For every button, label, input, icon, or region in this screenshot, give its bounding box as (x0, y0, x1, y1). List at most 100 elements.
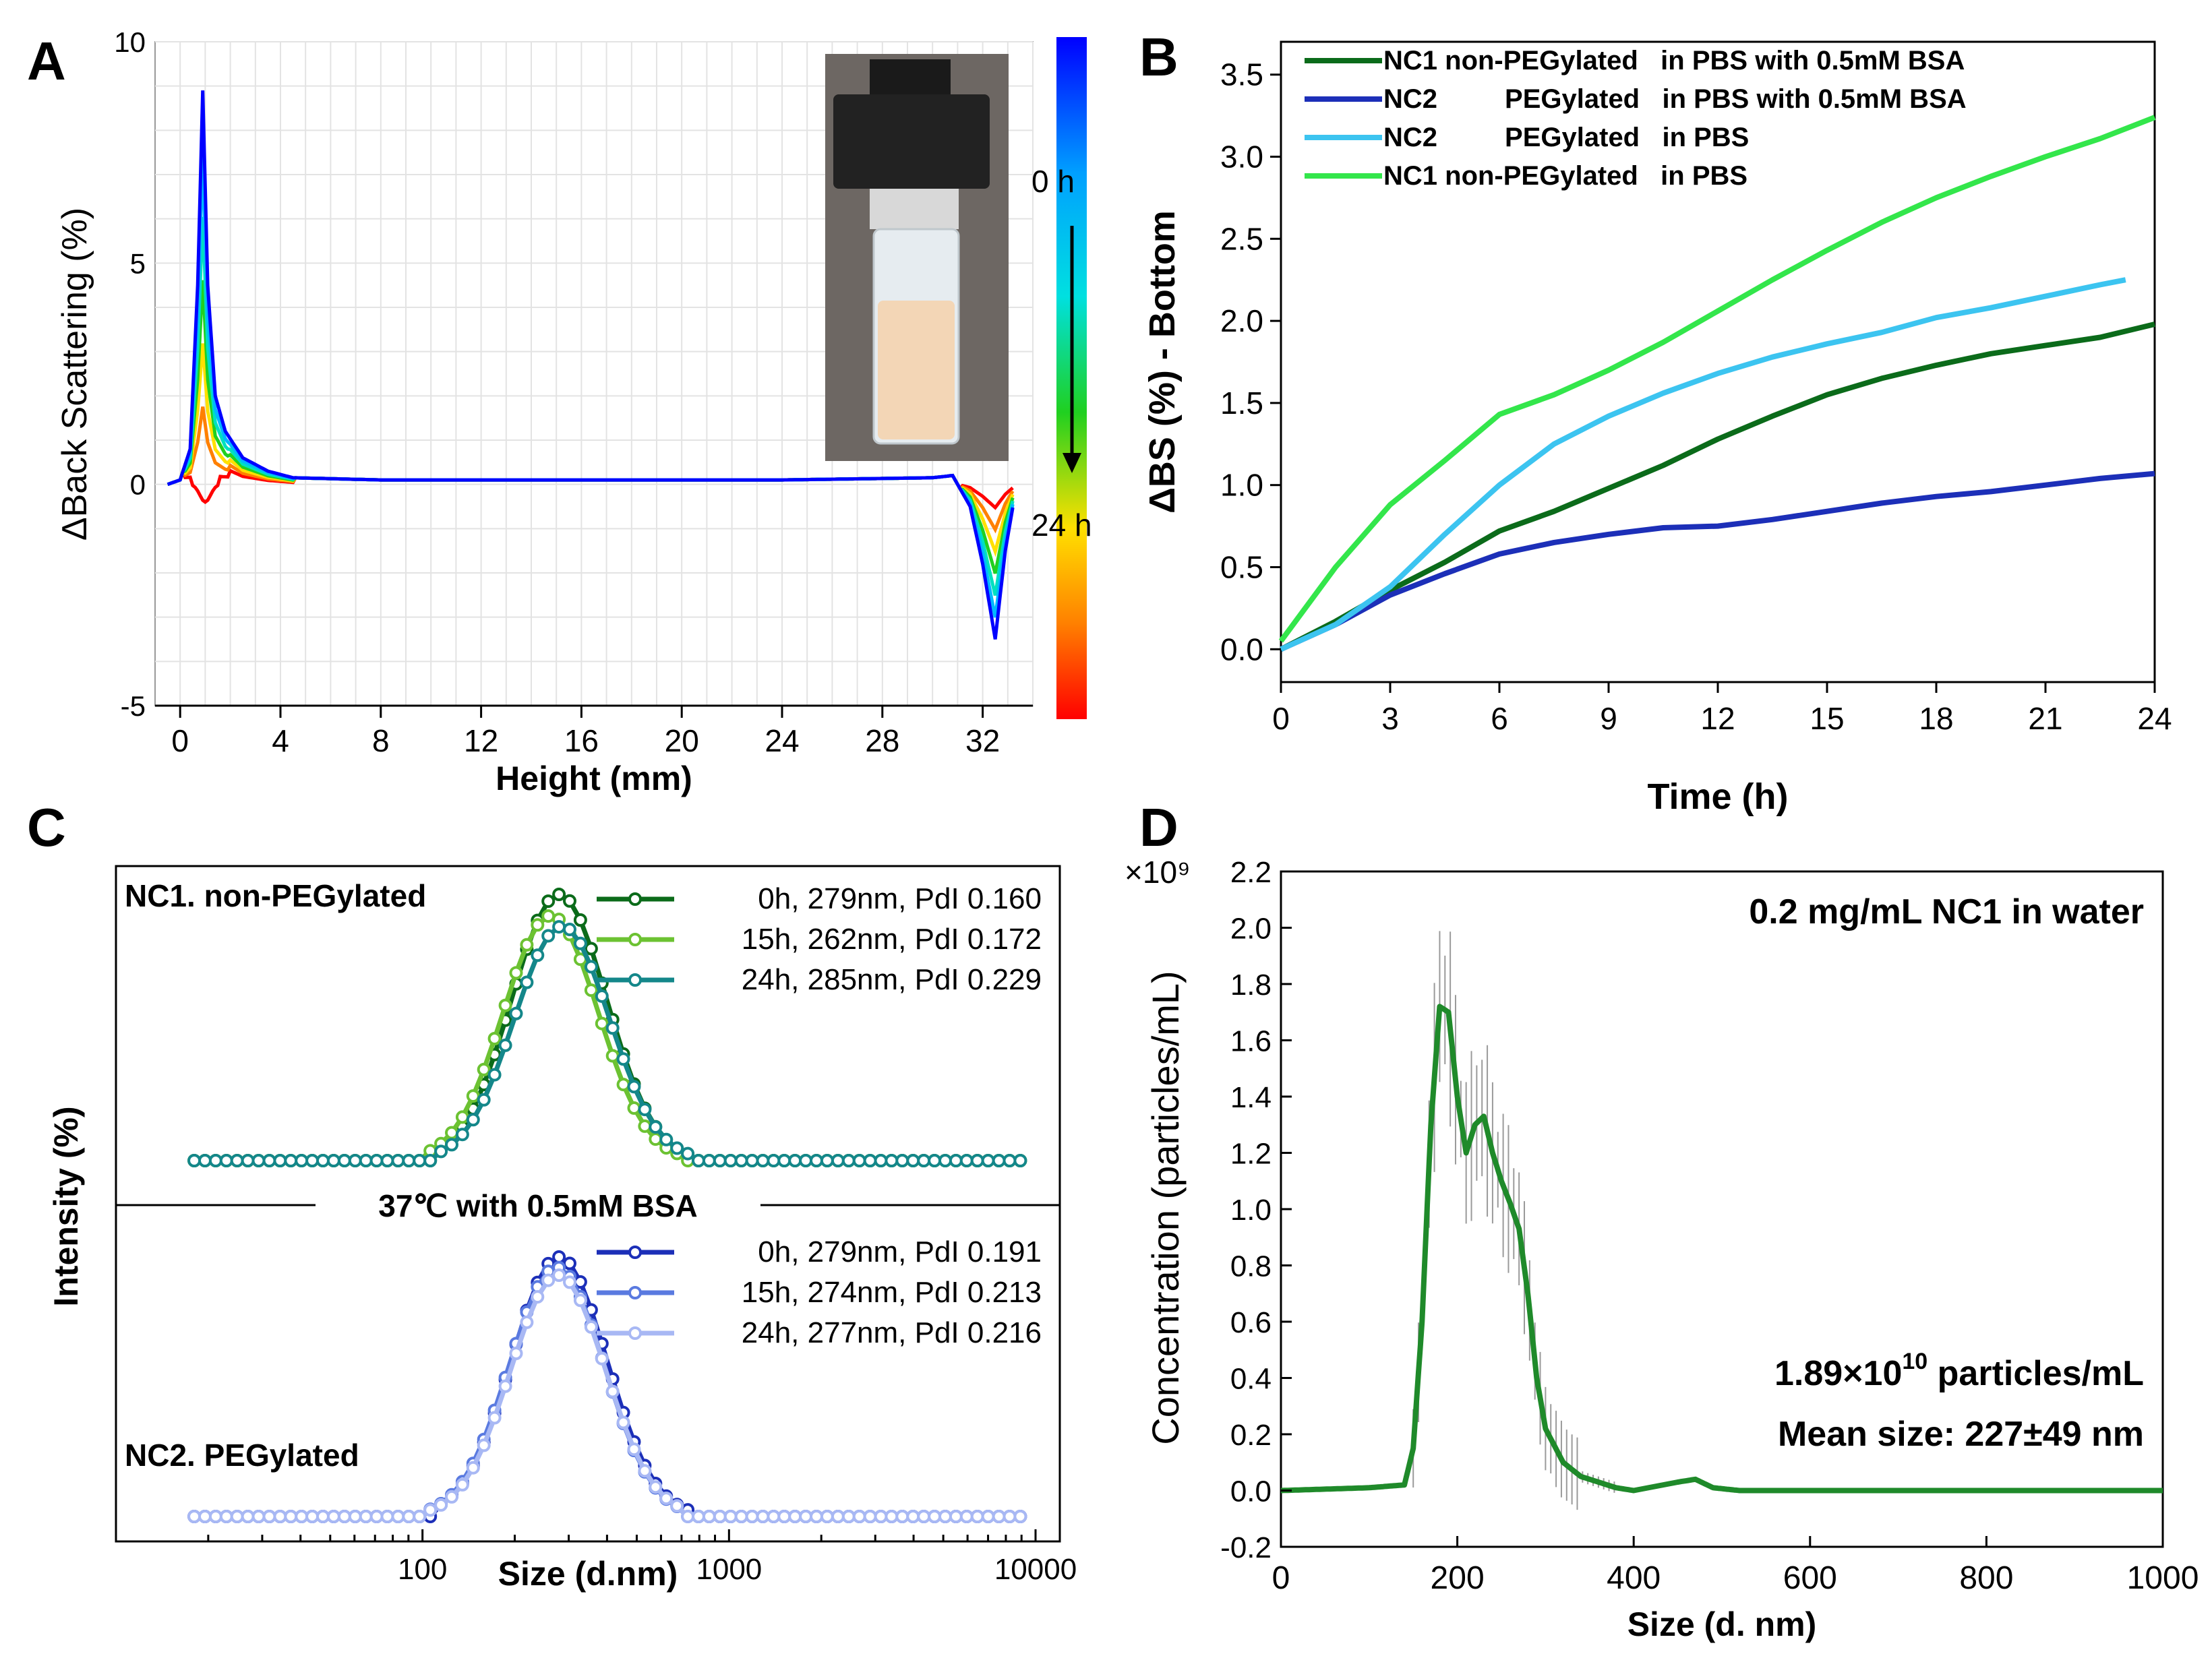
panel-a-x-tick-label: 24 (765, 723, 799, 758)
panel-c-marker (477, 1093, 491, 1107)
panel-c-marker (959, 1510, 974, 1523)
panel-c-marker (788, 1510, 802, 1523)
panel-c-marker (692, 1510, 705, 1523)
panel-c-marker (369, 1510, 384, 1523)
panel-c-marker (810, 1510, 823, 1523)
panel-c-marker (487, 1068, 502, 1082)
panel-c-marker (928, 1510, 942, 1523)
panel-c-marker (959, 1154, 974, 1167)
panel-c-marker (713, 1154, 727, 1167)
panel-c-marker (627, 1442, 641, 1456)
panel-b-x-tick-label: 24 (2137, 701, 2172, 736)
panel-b-y-tick-label: 3.0 (1220, 140, 1263, 175)
panel-c-marker (670, 1499, 684, 1513)
panel-c-marker (295, 1154, 309, 1167)
panel-d-x-tick-label: 200 (1431, 1560, 1485, 1596)
panel-c-legend: 0h, 279nm, PdI 0.160 15h, 262nm, PdI 0.17… (597, 882, 1042, 1349)
panel-c-marker (262, 1510, 276, 1523)
panel-c-marker (230, 1510, 244, 1523)
panel-b-legend-label: NC2 PEGylated in PBS (1383, 123, 1749, 152)
panel-b-x-tick-label: 6 (1491, 701, 1508, 736)
panel-c-marker (734, 1510, 748, 1523)
panel-c-marker (531, 1290, 545, 1304)
panel-c-marker (262, 1154, 276, 1167)
panel-c-legend-marker (628, 1246, 642, 1259)
panel-c-marker (638, 1103, 652, 1117)
panel-c-marker (369, 1154, 384, 1167)
panel-c-marker (305, 1154, 320, 1167)
panel-c-marker (251, 1154, 266, 1167)
panel-c-marker (230, 1154, 244, 1167)
panel-a-x-tick-label: 32 (965, 723, 1000, 758)
panel-c-marker (316, 1510, 330, 1523)
panel-a-x-tick-label: 16 (564, 723, 599, 758)
panel-c-marker (531, 948, 545, 962)
panel-c-marker (284, 1510, 298, 1523)
panel-c-marker (326, 1154, 340, 1167)
panel-c-marker (198, 1510, 212, 1523)
panel-c-marker (380, 1510, 394, 1523)
panel-a-xlabel: Height (mm) (496, 760, 692, 797)
panel-c-marker (219, 1154, 233, 1167)
panel-c-marker (810, 1154, 823, 1167)
panel-c-xlabel: Size (d.nm) (498, 1555, 678, 1593)
panel-a-y-tick-label: 0 (130, 469, 146, 501)
panel-d-y-tick-label: 1.8 (1230, 969, 1272, 1002)
panel-c-marker (702, 1154, 716, 1167)
panel-c-marker (917, 1154, 931, 1167)
panel-c-marker (563, 1275, 576, 1289)
panel-d-y-tick-label: 0.4 (1230, 1363, 1272, 1396)
panel-c-marker (391, 1154, 405, 1167)
panel-b-legend-label: NC1 non-PEGylated in PBS (1383, 161, 1747, 191)
panel-c-marker (520, 938, 534, 952)
panel-c-marker (573, 913, 587, 927)
colorbar-label-start: 0 h (1032, 164, 1075, 199)
vial-photo-inset (825, 54, 1009, 461)
panel-c-marker (627, 1101, 641, 1115)
panel-c-marker (477, 1438, 491, 1452)
panel-b-y-tick-label: 1.0 (1220, 468, 1263, 503)
panel-c-marker (498, 998, 512, 1012)
panel-a-x-tick-label: 0 (171, 723, 189, 758)
panel-c-marker (273, 1154, 287, 1167)
panel-a-profile-line (167, 90, 1015, 640)
panel-c-marker (251, 1510, 266, 1523)
panel-c-marker (799, 1154, 813, 1167)
panel-c-marker (863, 1510, 877, 1523)
panel-c-marker (659, 1132, 674, 1146)
colorbar-label-end: 24 h (1032, 508, 1092, 543)
panel-c-marker (767, 1154, 781, 1167)
panel-c-marker (681, 1146, 695, 1161)
panel-b-y-tick-label: 3.5 (1220, 57, 1263, 92)
panel-d-annotation-conc: 1.89×1010 particles/mL (1774, 1349, 2144, 1393)
panel-d-x-tick-label: 400 (1607, 1560, 1661, 1596)
panel-c-marker (241, 1510, 255, 1523)
panel-c-marker (402, 1154, 416, 1167)
panel-d-y-tick-label: 1.0 (1230, 1194, 1272, 1227)
panel-c-marker (777, 1154, 791, 1167)
panel-b-ylabel: ΔBS (%) - Bottom (1142, 210, 1183, 514)
panel-c-marker (595, 989, 609, 1003)
panel-b-y-tick-label: 0.0 (1220, 632, 1263, 667)
panel-c-marker (520, 1315, 534, 1329)
panel-c-marker (820, 1510, 834, 1523)
panel-c-marker (756, 1154, 770, 1167)
panel-c-marker (981, 1154, 995, 1167)
panel-b-ticks: 0 3 6 9 12 15 18 21 24 0.0 0.5 1.0 1.5 2.0 2.5 3.0 3.5 (1220, 57, 2172, 736)
panel-c-marker (616, 1078, 630, 1092)
panel-label-a: A (27, 31, 66, 91)
panel-c-marker (541, 1273, 556, 1287)
panel-c-x-tick-label: 1000 (696, 1553, 762, 1586)
panel-c-marker (895, 1510, 909, 1523)
panel-c-marker (348, 1510, 362, 1523)
panel-a-x-tick-label: 12 (464, 723, 498, 758)
panel-c-marker (981, 1510, 995, 1523)
panel-c-marker (1003, 1154, 1017, 1167)
panel-b-x-tick-label: 15 (1810, 701, 1844, 736)
panel-a-profiles (167, 90, 1015, 640)
panel-c-marker (520, 975, 534, 989)
panel-c-marker (756, 1510, 770, 1523)
panel-d-y-multiplier: ×10⁹ (1125, 855, 1191, 890)
panel-d-y-tick-label: 1.4 (1230, 1081, 1272, 1114)
panel-c-marker (831, 1510, 845, 1523)
